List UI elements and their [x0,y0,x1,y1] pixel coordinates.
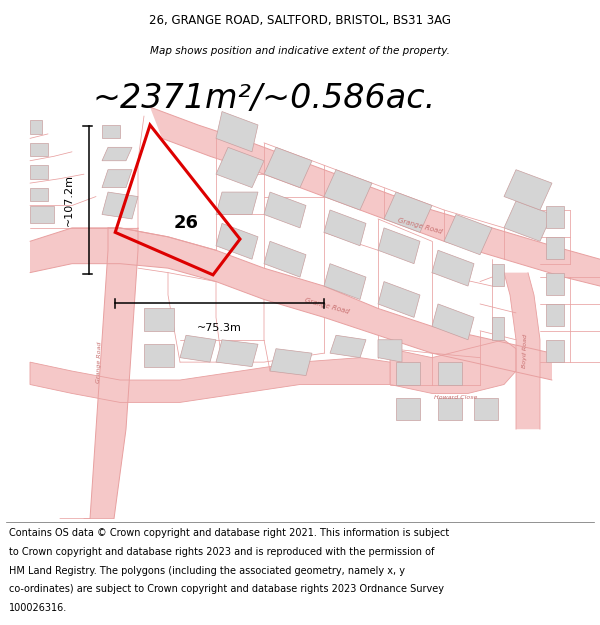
Text: Contains OS data © Crown copyright and database right 2021. This information is : Contains OS data © Crown copyright and d… [9,528,449,538]
Polygon shape [432,304,474,340]
Polygon shape [546,272,564,295]
Polygon shape [378,228,420,264]
Polygon shape [60,228,138,519]
Polygon shape [264,148,312,188]
Polygon shape [264,192,306,228]
Polygon shape [102,170,132,187]
Polygon shape [180,335,216,362]
Polygon shape [144,344,174,367]
Polygon shape [504,170,552,210]
Text: Howard Close: Howard Close [434,396,478,401]
Polygon shape [546,237,564,259]
Polygon shape [324,210,366,246]
Polygon shape [144,308,174,331]
Polygon shape [30,143,48,156]
Polygon shape [504,272,540,429]
Text: Grange Road: Grange Road [397,217,443,234]
Polygon shape [270,349,312,376]
Polygon shape [378,282,420,318]
Text: Grange Road: Grange Road [304,298,350,315]
Polygon shape [492,318,504,340]
Polygon shape [546,340,564,362]
Polygon shape [474,398,498,420]
Polygon shape [30,188,48,201]
Polygon shape [30,165,48,179]
Polygon shape [546,206,564,228]
Polygon shape [216,340,258,367]
Polygon shape [390,340,516,394]
Polygon shape [216,111,258,152]
Polygon shape [30,357,390,402]
Polygon shape [216,223,258,259]
Text: 100026316.: 100026316. [9,602,67,612]
Polygon shape [384,192,432,232]
Polygon shape [438,398,462,420]
Polygon shape [102,192,138,219]
Text: ~107.2m: ~107.2m [64,174,74,226]
Polygon shape [432,250,474,286]
Text: ~2371m²/~0.586ac.: ~2371m²/~0.586ac. [92,82,436,116]
Text: Map shows position and indicative extent of the property.: Map shows position and indicative extent… [150,46,450,56]
Polygon shape [216,148,264,188]
Polygon shape [378,340,402,362]
Polygon shape [324,170,372,210]
Text: 26, GRANGE ROAD, SALTFORD, BRISTOL, BS31 3AG: 26, GRANGE ROAD, SALTFORD, BRISTOL, BS31… [149,14,451,28]
Text: ~75.3m: ~75.3m [197,323,242,333]
Text: Boyd Road: Boyd Road [522,334,528,368]
Polygon shape [396,362,420,384]
Polygon shape [492,264,504,286]
Polygon shape [150,107,600,286]
Polygon shape [30,121,42,134]
Polygon shape [30,206,54,223]
Text: co-ordinates) are subject to Crown copyright and database rights 2023 Ordnance S: co-ordinates) are subject to Crown copyr… [9,584,444,594]
Polygon shape [330,335,366,357]
Polygon shape [504,201,552,241]
Polygon shape [216,192,258,214]
Polygon shape [438,362,462,384]
Polygon shape [546,304,564,326]
Polygon shape [102,125,120,138]
Polygon shape [396,398,420,420]
Polygon shape [444,214,492,255]
Polygon shape [30,228,552,380]
Text: to Crown copyright and database rights 2023 and is reproduced with the permissio: to Crown copyright and database rights 2… [9,547,434,557]
Text: HM Land Registry. The polygons (including the associated geometry, namely x, y: HM Land Registry. The polygons (includin… [9,566,405,576]
Polygon shape [264,241,306,277]
Text: 26: 26 [173,214,199,232]
Polygon shape [102,148,132,161]
Polygon shape [324,264,366,299]
Text: Grange Road: Grange Road [96,341,102,383]
